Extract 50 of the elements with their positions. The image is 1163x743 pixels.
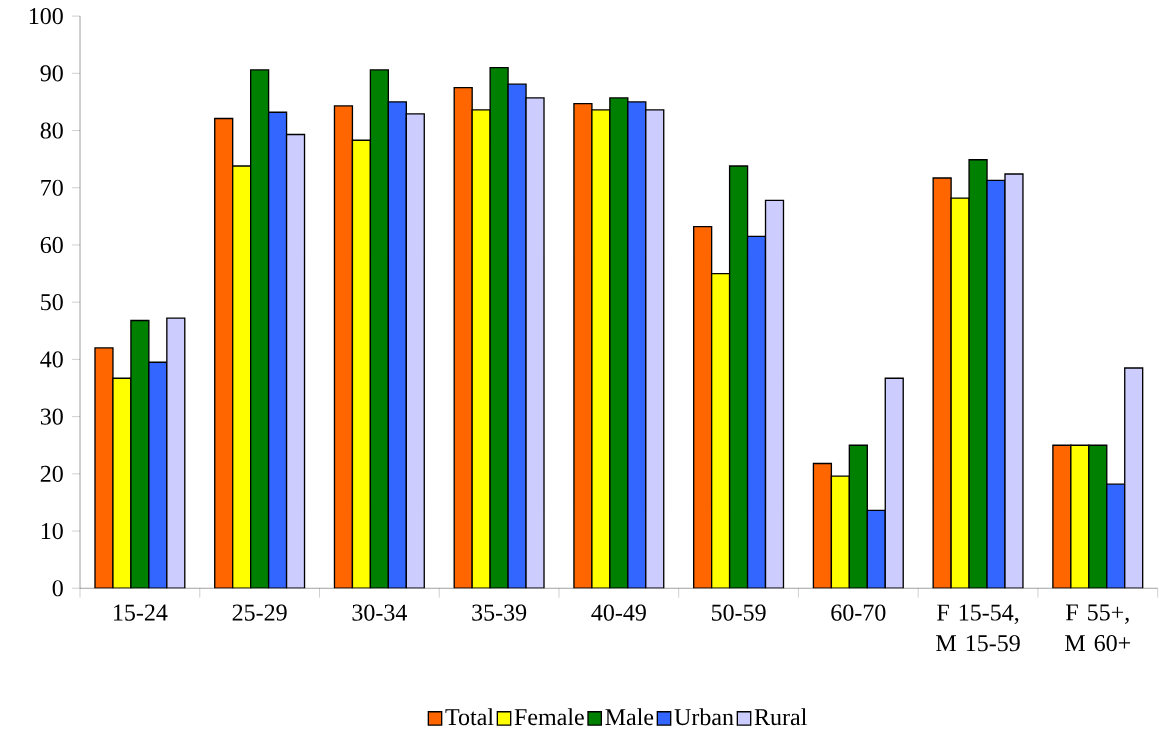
y-tick-label: 40 xyxy=(40,351,63,368)
bar xyxy=(351,139,372,589)
bar xyxy=(369,69,390,589)
x-tick-label: 15-24 xyxy=(114,604,168,621)
y-tick-label: 0 xyxy=(52,580,63,597)
bar xyxy=(249,69,270,589)
bar xyxy=(693,225,713,589)
x-tick-label: 35-39 xyxy=(472,604,527,621)
y-tick-label: 50 xyxy=(41,294,63,311)
legend-label: Male xyxy=(605,708,654,726)
bar xyxy=(627,101,647,589)
x-tick-label: 40-49 xyxy=(591,604,646,621)
bar xyxy=(848,444,868,589)
y-tick-label: 60 xyxy=(40,236,63,254)
x-tick-label: 30-34 xyxy=(352,604,407,621)
bar xyxy=(710,272,731,589)
bar xyxy=(812,462,833,589)
y-tick-label: 90 xyxy=(40,65,63,82)
legend-label: Urban xyxy=(674,708,734,726)
bar xyxy=(1124,367,1144,589)
bar xyxy=(830,475,851,589)
x-tick-label: 25-29 xyxy=(232,604,287,621)
bar xyxy=(267,111,288,589)
bar xyxy=(405,113,425,589)
y-tick-label: 20 xyxy=(40,465,63,482)
legend-label: Total xyxy=(445,708,494,726)
bar xyxy=(333,105,354,589)
bar xyxy=(746,235,767,589)
x-tick-label: 60-70 xyxy=(831,604,886,621)
x-tick-label: 50-59 xyxy=(711,604,766,621)
bar xyxy=(1106,483,1126,589)
bar xyxy=(214,117,234,589)
x-tick-label: F 55+, M 60+ xyxy=(1065,604,1131,652)
bar xyxy=(232,165,252,589)
x-tick-label: F 15-54, M 15-59 xyxy=(936,604,1020,652)
bar xyxy=(866,509,886,589)
bar xyxy=(387,101,407,589)
bar xyxy=(764,199,785,589)
legend-label: Female xyxy=(514,708,584,726)
y-tick-label: 10 xyxy=(41,522,63,540)
y-tick-label: 30 xyxy=(40,408,63,425)
bar xyxy=(645,109,665,589)
bar xyxy=(884,377,904,589)
bar xyxy=(285,133,306,589)
legend-label: Rural xyxy=(754,708,807,726)
y-tick-label: 80 xyxy=(40,122,63,139)
bar xyxy=(1088,444,1108,589)
bar xyxy=(728,165,749,589)
y-tick-label: 100 xyxy=(29,8,63,25)
y-tick-label: 70 xyxy=(41,179,63,196)
